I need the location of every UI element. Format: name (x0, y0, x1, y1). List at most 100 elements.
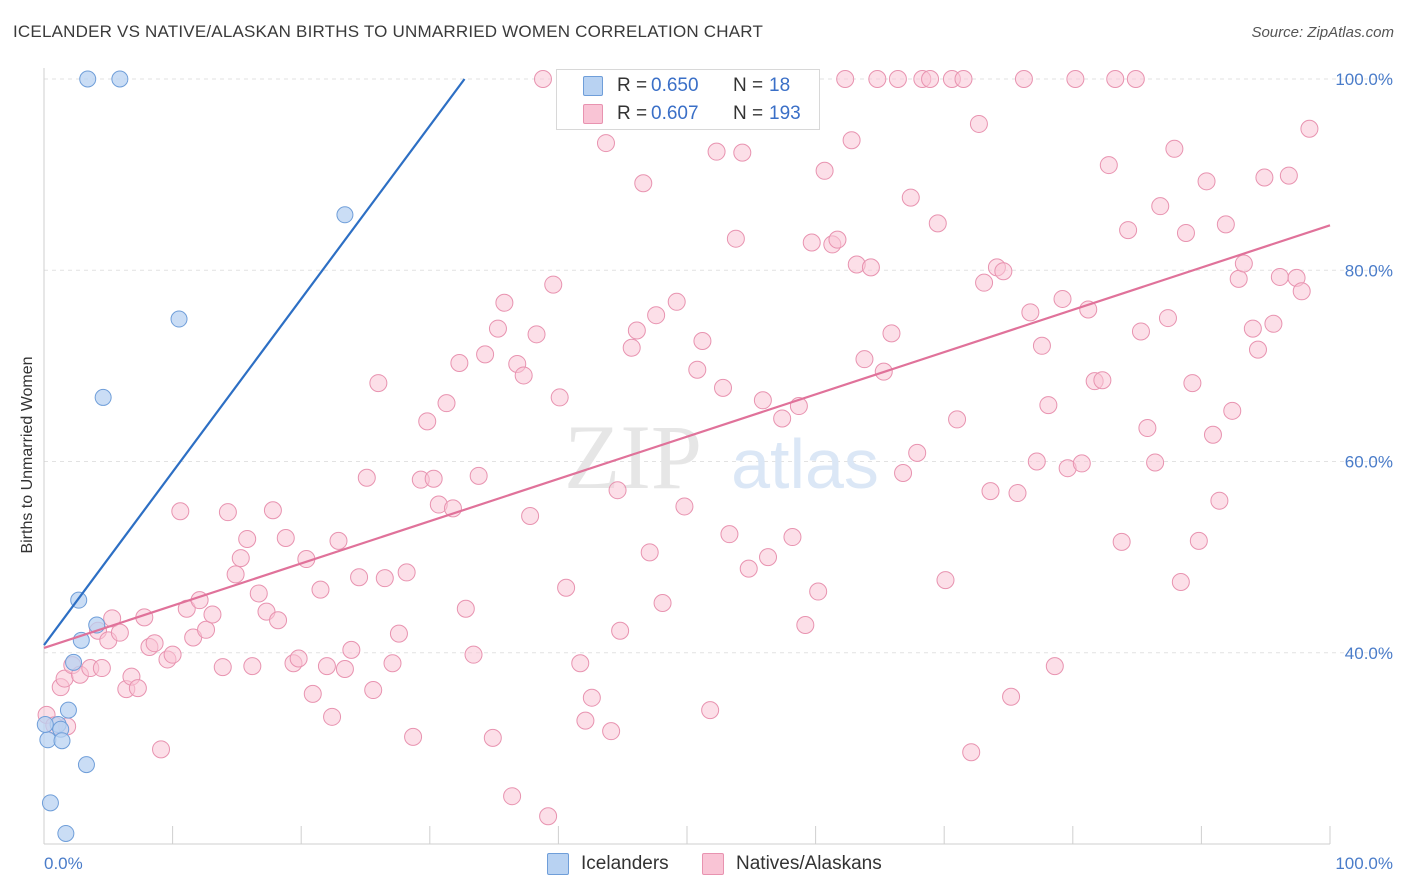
data-point-native (622, 338, 641, 357)
data-point-native (243, 657, 262, 676)
data-point-native (197, 620, 216, 639)
data-point-native (1197, 172, 1216, 191)
y-tick-label: 100.0% (1335, 70, 1393, 89)
data-point-icelander (336, 206, 354, 224)
data-point-native (753, 391, 772, 410)
data-point-native (888, 70, 907, 88)
data-point-native (1066, 70, 1085, 88)
data-point-icelander (94, 388, 112, 406)
data-point-native (1045, 657, 1064, 676)
data-point-native (707, 142, 726, 161)
data-point-native (962, 743, 981, 762)
data-point-native (759, 548, 778, 567)
data-point-icelander (77, 756, 95, 774)
data-point-native (861, 258, 880, 277)
data-point-native (1255, 168, 1274, 187)
data-point-native (103, 609, 122, 628)
data-point-native (145, 634, 164, 653)
data-point-native (303, 684, 322, 703)
icelanders-points (36, 70, 354, 842)
data-point-native (152, 740, 171, 759)
data-point-icelander (36, 715, 54, 733)
data-point-native (1270, 267, 1289, 286)
data-point-native (276, 529, 295, 547)
r-label: R = (617, 103, 648, 124)
data-point-native (397, 563, 416, 582)
n-value: 18 (769, 75, 791, 96)
data-point-native (469, 466, 488, 485)
data-point-native (855, 350, 874, 369)
data-point-native (928, 214, 947, 233)
data-point-native (921, 70, 940, 88)
data-point-native (533, 70, 552, 88)
data-point-native (701, 701, 720, 720)
x-tick-label: 100.0% (1335, 854, 1393, 873)
data-point-native (1210, 491, 1229, 510)
data-point-native (969, 114, 988, 133)
n-label: N = (733, 103, 764, 124)
data-point-native (383, 654, 402, 673)
data-point-native (503, 787, 522, 806)
data-point-native (1106, 70, 1125, 88)
data-point-native (1243, 319, 1262, 338)
data-point-native (1112, 532, 1131, 551)
data-point-native (836, 70, 855, 88)
data-point-native (488, 319, 507, 338)
data-point-native (653, 594, 672, 613)
data-point-native (981, 482, 1000, 501)
data-point-native (1039, 396, 1058, 415)
data-point-native (364, 681, 383, 700)
natives-points (37, 70, 1319, 826)
data-point-native (1099, 156, 1118, 175)
data-point-native (539, 807, 558, 826)
data-point-native (527, 325, 546, 344)
data-point-native (882, 324, 901, 343)
data-point-native (418, 412, 437, 431)
data-point-native (550, 388, 569, 407)
data-point-native (1248, 340, 1267, 359)
data-point-native (1176, 223, 1195, 242)
data-point-native (1072, 454, 1091, 473)
data-point-native (739, 559, 758, 578)
data-point-native (213, 658, 232, 677)
data-point-native (218, 503, 237, 522)
y-tick-label: 60.0% (1345, 453, 1393, 472)
data-point-icelander (41, 794, 59, 812)
data-point-native (1138, 419, 1157, 438)
data-point-native (868, 70, 887, 88)
data-point-native (640, 543, 659, 562)
data-point-icelander (79, 70, 97, 88)
data-point-native (1021, 303, 1040, 322)
data-point-icelander (170, 310, 188, 328)
legend-icelanders[interactable]: Icelanders (547, 851, 669, 877)
data-point-native (1126, 70, 1145, 88)
data-point-native (1203, 425, 1222, 444)
data-point-native (329, 531, 348, 550)
data-point-icelander (111, 70, 129, 88)
data-point-native (634, 174, 653, 193)
data-point-icelander (39, 731, 57, 749)
data-point-native (596, 134, 615, 153)
data-point-native (693, 332, 712, 351)
data-point-native (544, 275, 563, 294)
natives-swatch (583, 104, 603, 124)
data-point-native (424, 469, 443, 488)
y-tick-label: 40.0% (1345, 644, 1393, 663)
data-point-native (92, 659, 111, 678)
legend-icelanders-swatch (547, 853, 569, 875)
legend-natives-label: Natives/Alaskans (736, 853, 882, 874)
data-point-native (171, 502, 190, 521)
data-point-native (311, 580, 330, 599)
data-point-native (110, 623, 129, 642)
gridlines (44, 78, 1394, 654)
data-point-native (796, 616, 815, 635)
stats-row-natives: R = 0.607 N = 193 (557, 101, 801, 127)
data-point-native (627, 321, 646, 340)
data-point-native (483, 728, 502, 747)
legend-natives[interactable]: Natives/Alaskans (702, 851, 882, 877)
data-point-native (404, 727, 423, 746)
data-point-native (733, 143, 752, 162)
data-point-native (1027, 452, 1046, 471)
data-point-native (128, 679, 147, 698)
watermark-atlas: atlas (731, 425, 879, 503)
